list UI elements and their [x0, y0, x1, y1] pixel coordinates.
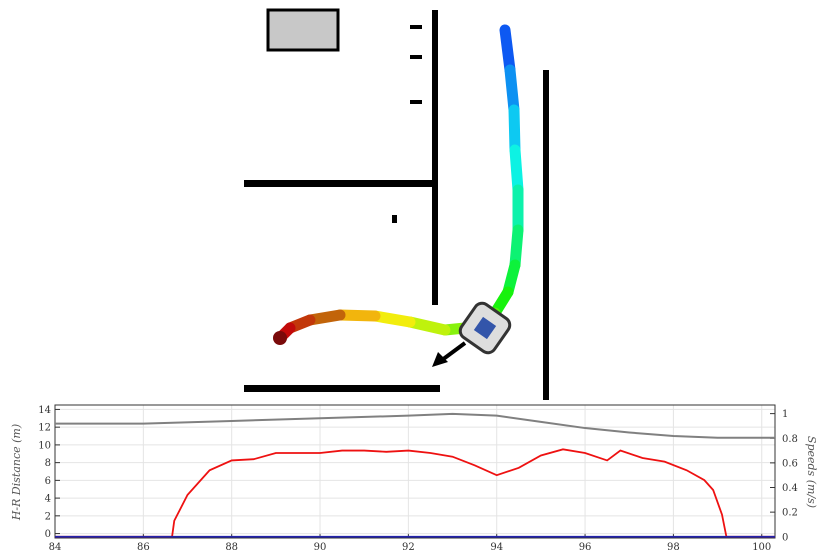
- robot: [458, 301, 512, 355]
- obstacle: [266, 8, 340, 52]
- x-tick-label: 88: [225, 542, 238, 553]
- wall: [432, 10, 438, 305]
- wall: [543, 70, 549, 400]
- y2-tick-label: 0.2: [782, 508, 798, 519]
- x-tick-label: 84: [49, 542, 62, 553]
- wall: [244, 385, 440, 392]
- y-tick-label: 6: [45, 476, 51, 487]
- trajectory-segment: [508, 104, 521, 156]
- y2-tick-label: 0.8: [782, 434, 798, 445]
- x-tick-label: 94: [490, 542, 503, 553]
- y2-tick-label: 1: [782, 409, 788, 420]
- x-tick-label: 86: [137, 542, 150, 553]
- heading-arrow: [440, 341, 467, 362]
- y-tick-label: 0: [45, 529, 51, 540]
- y-tick-label: 4: [45, 494, 51, 505]
- wall: [392, 215, 397, 223]
- y-tick-label: 10: [38, 440, 51, 451]
- y-tick-label: 12: [38, 423, 51, 434]
- wall: [244, 180, 435, 187]
- trajectory-segment: [509, 144, 524, 196]
- map: [244, 0, 556, 400]
- y-axis-label: H-R Distance (m): [10, 424, 23, 521]
- trajectory-segment: [509, 224, 524, 271]
- series-line: [55, 448, 775, 538]
- wall: [410, 25, 422, 29]
- plot-frame: [54, 404, 776, 539]
- series-line: [55, 412, 775, 439]
- y2-tick-label: 0.6: [782, 458, 798, 469]
- y-tick-label: 14: [38, 405, 51, 416]
- y2-axis-label: Speeds (m/s): [805, 436, 818, 508]
- x-tick-label: 92: [402, 542, 415, 553]
- x-tick-label: 90: [314, 542, 327, 553]
- trajectory-segment: [404, 316, 451, 336]
- trajectory-segment: [499, 24, 516, 76]
- y-tick-label: 8: [45, 458, 51, 469]
- x-tick-label: 98: [667, 542, 680, 553]
- chart: H-R Distance (m) Speeds (m/s) 84 86 88 90 92…: [10, 404, 818, 553]
- y2-tick-label: 0: [782, 532, 788, 543]
- trajectory-segment: [369, 310, 416, 328]
- x-tick-label: 96: [579, 542, 592, 553]
- trajectory-segment: [504, 64, 520, 116]
- x-tick-label: 100: [752, 542, 771, 553]
- y2-tick-label: 0.4: [782, 483, 798, 494]
- trajectory-end: [273, 331, 287, 345]
- wall: [410, 55, 422, 59]
- wall: [410, 100, 422, 104]
- arrow-head: [432, 352, 448, 367]
- y-tick-label: 2: [45, 511, 51, 522]
- trajectory-segment: [334, 309, 381, 322]
